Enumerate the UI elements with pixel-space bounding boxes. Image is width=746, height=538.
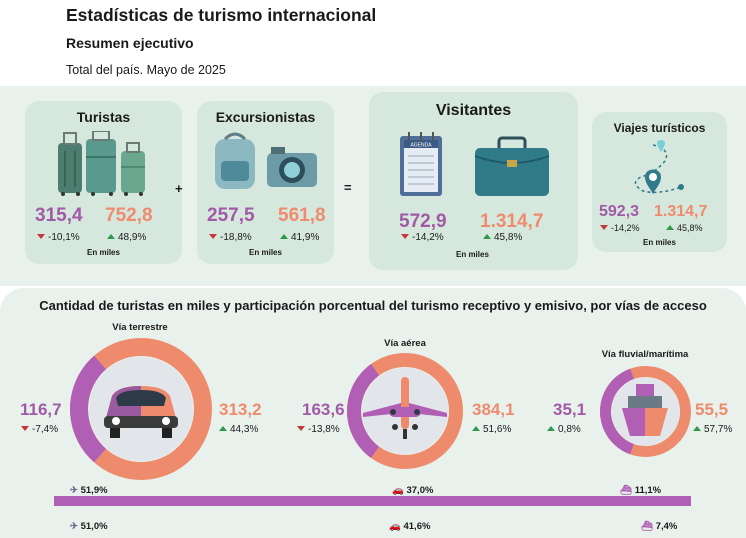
excursionistas-receptivo-change: -18,8% [209,232,252,243]
up-arrow-icon [280,234,288,239]
turistas-emisivo-change: 48,9% [107,232,146,243]
svg-text:AGENDA: AGENDA [410,143,432,149]
turistas-receptivo-change: -10,1% [37,232,80,243]
down-arrow-icon [297,426,305,431]
visitantes-unit: En miles [456,250,489,259]
aerea-emisivo: 384,1 [472,400,515,419]
up-arrow-icon [219,426,227,431]
down-arrow-icon [600,225,608,230]
airplane-icon [363,377,447,439]
fluvial-receptivo-change: 0,8% [547,424,581,435]
page-caption: Total del país. Mayo de 2025 [66,63,226,77]
viajes-receptivo: 592,3 [599,203,640,220]
turistas-receptivo: 315,4 [35,205,83,226]
up-arrow-icon [666,225,674,230]
route-pin-icon [634,140,684,195]
up-arrow-icon [693,426,701,431]
terrestre-receptivo: 116,7 [20,400,62,419]
card-excursionistas-title: Excursionistas [215,109,316,125]
down-arrow-icon [401,234,409,239]
turistas-emisivo: 752,8 [105,205,153,226]
aerea-emisivo-change: 51,6% [472,424,511,435]
briefcase-icon [474,136,550,196]
fluvial-emisivo: 55,5 [695,400,729,419]
plus-sign: + [175,181,183,196]
donut-aerea [347,353,463,469]
excursionistas-unit: En miles [249,248,282,257]
card-turistas-title: Turistas [76,109,131,125]
route-terrestre-label: Vía terrestre [112,322,168,333]
card-viajes-title: Viajes turísticos [613,121,706,135]
page-title: Estadísticas de turismo internacional [66,5,377,25]
row2-terrestre-share: 🚗 41,6% [389,521,431,532]
ship-small-icon: ⛴ [641,521,654,532]
donut-fluvial [600,366,691,457]
car-icon [104,386,178,438]
card-excursionistas: Excursionistas 257,5 561,8 -18,8% 41,9% … [197,101,334,264]
route-aerea-label: Vía aérea [384,338,426,349]
card-visitantes: Visitantes AGENDA 572,9 1.314,7 -14,2% 4… [369,92,578,270]
down-arrow-icon [209,234,217,239]
row1-terrestre-share: 🚗 37,0% [392,485,434,496]
aerea-receptivo: 163,6 [302,400,345,419]
visitantes-emisivo: 1.314,7 [480,211,544,232]
up-arrow-icon [472,426,480,431]
visitantes-receptivo-change: -14,2% [401,232,444,243]
card-visitantes-title: Visitantes [435,102,512,119]
visitantes-emisivo-change: 45,8% [483,232,522,243]
backpack-camera-icon [215,132,317,189]
share-bar-row1 [54,496,691,506]
row1-aerea-share: ✈ 51,9% [70,485,108,496]
airplane-small-icon: ✈ [70,485,78,496]
up-arrow-icon [547,426,555,431]
visitantes-receptivo: 572,9 [399,211,447,232]
row2-aerea-share: ✈ 51,0% [70,521,108,532]
car-small-icon: 🚗 [389,521,401,532]
page-subtitle: Resumen ejecutivo [66,35,194,51]
terrestre-emisivo: 313,2 [219,400,262,419]
terrestre-emisivo-change: 44,3% [219,424,258,435]
viajes-receptivo-change: -14,2% [600,223,640,233]
airplane-small-icon: ✈ [70,521,78,532]
up-arrow-icon [107,234,115,239]
luggage-icon [58,131,145,196]
agenda-icon: AGENDA [400,132,442,196]
excursionistas-emisivo-change: 41,9% [280,232,319,243]
down-arrow-icon [37,234,45,239]
turistas-unit: En miles [87,248,120,257]
row1-fluvial-share: ⛴ 11,1% [620,485,662,496]
viajes-emisivo: 1.314,7 [654,203,708,220]
car-small-icon: 🚗 [392,485,404,496]
ship-small-icon: ⛴ [620,485,633,496]
excursionistas-emisivo: 561,8 [278,205,326,226]
ship-icon [622,384,668,436]
up-arrow-icon [483,234,491,239]
routes-title: Cantidad de turistas en miles y particip… [39,298,707,313]
card-viajes: Viajes turísticos 592,3 1.314,7 -14,2% 4… [592,112,727,252]
fluvial-receptivo: 35,1 [553,400,587,419]
terrestre-receptivo-change: -7,4% [21,424,58,435]
row2-fluvial-share: ⛴ 7,4% [641,521,678,532]
aerea-receptivo-change: -13,8% [297,424,340,435]
equals-sign: = [344,180,352,195]
down-arrow-icon [21,426,29,431]
viajes-unit: En miles [643,238,676,247]
fluvial-emisivo-change: 57,7% [693,424,732,435]
donut-terrestre [70,338,212,480]
viajes-emisivo-change: 45,8% [666,223,703,233]
card-turistas: Turistas 315,4 752,8 -10,1% 48,9% En mil… [25,101,182,264]
excursionistas-receptivo: 257,5 [207,205,255,226]
donut-aerea-receptivo [347,353,463,469]
route-fluvial-label: Vía fluvial/marítima [601,349,689,360]
